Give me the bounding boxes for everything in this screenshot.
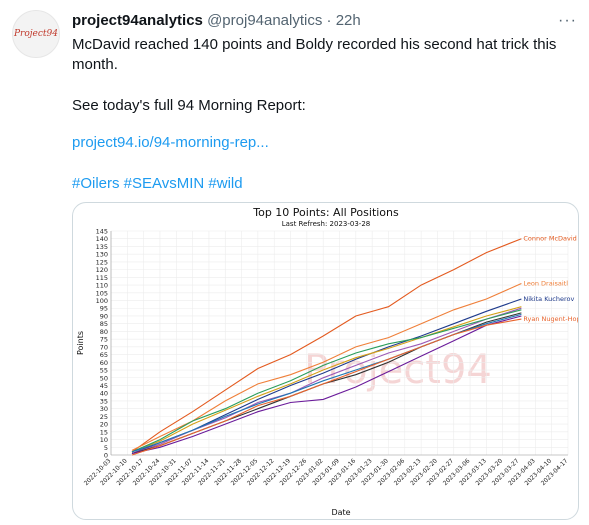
y-tick-label: 135 [96,243,108,251]
y-tick-label: 35 [100,397,108,405]
y-tick-label: 140 [96,235,108,243]
chart-title: Top 10 Points: All Positions [252,206,399,219]
y-tick-label: 20 [100,421,108,429]
y-tick-label: 110 [96,282,108,290]
y-tick-label: 75 [100,336,108,344]
series-line [131,318,522,456]
y-tick-label: 95 [100,305,108,313]
y-tick-label: 145 [96,228,108,236]
y-tick-label: 105 [96,289,108,297]
series-label: Leon Draisaitl [523,280,568,288]
y-tick-label: 60 [100,359,108,367]
points-chart: Project94 Top 10 Points: All Positions L… [76,206,578,517]
y-tick-label: 5 [104,444,108,452]
timestamp[interactable]: 22h [335,12,361,29]
y-tick-label: 130 [96,251,108,259]
avatar[interactable]: Project94 [12,10,60,58]
x-axis-label: Date [331,508,350,517]
series-line [131,309,522,453]
y-tick-label: 80 [100,328,108,336]
y-tick-label: 70 [100,343,108,351]
handle[interactable]: @proj94analytics [207,12,323,29]
y-tick-label: 85 [100,320,108,328]
hashtags[interactable]: #Oilers #SEAvsMIN #wild [72,175,243,192]
chart-lines [131,238,522,456]
y-tick-label: 40 [100,390,108,398]
display-name[interactable]: project94analytics [72,12,203,29]
avatar-logo: Project94 [13,29,58,39]
y-tick-label: 0 [104,452,108,460]
y-tick-label: 30 [100,405,108,413]
series-line [131,238,522,453]
tweet-header: project94analytics @proj94analytics · 22… [72,12,361,29]
chart-labels: Connor McDavid Leon Draisaitl Nikita Kuche… [523,235,578,323]
series-line [131,306,522,453]
series-label: Connor McDavid [523,235,576,243]
y-tick-label: 45 [100,382,108,390]
y-axis-label: Points [76,331,85,355]
y-tick-label: 65 [100,351,108,359]
media-card[interactable]: Project94 Top 10 Points: All Positions L… [72,202,579,520]
y-tick-label: 125 [96,258,108,266]
y-tick-label: 55 [100,367,108,375]
y-tick-label: 15 [100,428,108,436]
y-tick-label: 10 [100,436,108,444]
y-tick-label: 100 [96,297,108,305]
chart-subtitle: Last Refresh: 2023-03-28 [282,220,371,228]
y-tick-label: 25 [100,413,108,421]
tweet-text-line-1: McDavid reached 140 points and Boldy rec… [72,36,557,53]
more-dots-icon[interactable]: ··· [558,12,577,29]
series-label: Nikita Kucherov [523,295,574,303]
y-tick-label: 50 [100,374,108,382]
y-tick-label: 90 [100,312,108,320]
y-tick-label: 120 [96,266,108,274]
tweet-text-line-3: See today's full 94 Morning Report: [72,97,306,114]
y-tick-label: 115 [96,274,108,282]
report-link[interactable]: project94.io/94-morning-rep... [72,134,269,151]
series-line [131,315,522,455]
separator: · [326,12,332,29]
tweet-text-line-2: month. [72,56,118,73]
series-label: Ryan Nugent-Hopkins [523,315,578,323]
